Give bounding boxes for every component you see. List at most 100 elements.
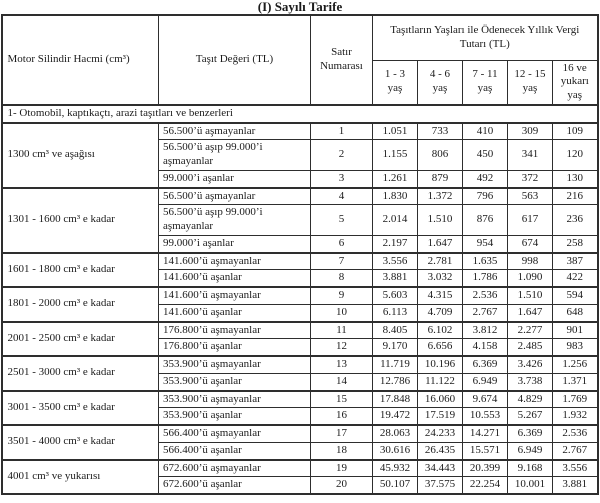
tax-amount-cell: 30.616 <box>371 441 418 461</box>
tax-amount-cell: 236 <box>551 204 599 236</box>
engine-capacity-cell: 2001 - 2500 cm³ e kadar <box>1 320 159 357</box>
row-number-cell: 10 <box>309 303 373 323</box>
vehicle-value-cell: 141.600’ü aşanlar <box>157 269 311 288</box>
vehicle-value-cell: 56.500’ü aşıp 99.000’i aşmayanlar <box>157 204 311 236</box>
tax-amount-cell: 733 <box>416 121 463 141</box>
tax-amount-cell: 796 <box>461 186 508 206</box>
tax-amount-cell: 674 <box>506 234 553 254</box>
tax-amount-cell: 2.485 <box>506 338 553 357</box>
row-number-cell: 6 <box>309 234 373 254</box>
table-row: 1601 - 1800 cm³ e kadar 141.600’ü aşmayan… <box>1 251 599 288</box>
tax-amount-cell: 9.168 <box>506 458 553 478</box>
row-number-cell: 11 <box>309 320 373 340</box>
vehicle-value-cell: 672.600’ü aşmayanlar <box>157 458 311 478</box>
table-body: 1- Otomobil, kaptıkaçtı, arazi taşıtları… <box>1 103 599 495</box>
header-vehicle-value: Taşıt Değeri (TL) <box>157 14 311 106</box>
row-number-cell: 8 <box>309 269 373 288</box>
vehicle-value-cell: 176.800’ü aşanlar <box>157 338 311 357</box>
vehicle-value-cell: 566.400’ü aşmayanlar <box>157 423 311 443</box>
engine-capacity-cell: 1601 - 1800 cm³ e kadar <box>1 251 159 288</box>
tax-amount-cell: 15.571 <box>461 441 508 461</box>
tax-amount-cell: 954 <box>461 234 508 254</box>
row-number-cell: 5 <box>309 204 373 236</box>
tax-amount-cell: 12.786 <box>371 372 418 392</box>
table-row: 56.500’ü aşıp 99.000’i aşmayanlar 5 2.014 1… <box>2 204 599 236</box>
tax-amount-cell: 2.767 <box>461 303 508 323</box>
tax-amount-cell: 10.001 <box>506 476 553 495</box>
tax-amount-cell: 2.536 <box>461 285 508 305</box>
tax-amount-cell: 4.709 <box>416 303 463 323</box>
tax-amount-cell: 258 <box>551 234 599 254</box>
vehicle-value-cell: 141.600’ü aşmayanlar <box>157 251 311 271</box>
engine-capacity-cell: 3001 - 3500 cm³ e kadar <box>1 389 159 426</box>
tax-amount-cell: 876 <box>461 204 508 236</box>
vehicle-value-cell: 353.900’ü aşmayanlar <box>157 389 311 409</box>
tax-amount-cell: 6.656 <box>416 338 463 357</box>
vehicle-value-cell: 99.000’i aşanlar <box>157 169 311 189</box>
row-number-cell: 9 <box>309 285 373 305</box>
tax-amount-cell: 45.932 <box>371 458 418 478</box>
tax-amount-cell: 10.553 <box>461 407 508 426</box>
tax-amount-cell: 1.090 <box>506 269 553 288</box>
tax-amount-cell: 387 <box>551 251 599 271</box>
header-tax-amount-group: Taşıtların Yaşları ile Ödenecek Yıllık V… <box>371 14 599 61</box>
tax-amount-cell: 17.519 <box>416 407 463 426</box>
table-row: 141.600’ü aşanlar 10 6.113 4.709 2.767 1.647 6… <box>2 303 599 323</box>
tax-amount-cell: 594 <box>551 285 599 305</box>
section-row: 1- Otomobil, kaptıkaçtı, arazi taşıtları… <box>1 103 599 124</box>
engine-capacity-cell: 3501 - 4000 cm³ e kadar <box>1 424 159 460</box>
row-number-cell: 2 <box>309 139 373 171</box>
tax-amount-cell: 563 <box>506 186 553 206</box>
vehicle-value-cell: 353.900’ü aşanlar <box>157 407 311 426</box>
tax-amount-cell: 3.556 <box>551 458 599 478</box>
tax-amount-cell: 28.063 <box>371 423 418 443</box>
row-number-cell: 18 <box>309 441 373 461</box>
tax-amount-cell: 879 <box>416 169 463 189</box>
table-row: 2001 - 2500 cm³ e kadar 176.800’ü aşmayan… <box>1 320 599 357</box>
engine-capacity-cell: 1801 - 2000 cm³ e kadar <box>1 286 159 322</box>
tax-amount-cell: 216 <box>551 186 599 206</box>
tax-amount-cell: 998 <box>506 251 553 271</box>
tax-amount-cell: 11.122 <box>416 372 463 392</box>
tax-amount-cell: 16.060 <box>416 389 463 409</box>
tax-amount-cell: 2.197 <box>371 234 418 254</box>
tax-amount-cell: 26.435 <box>416 441 463 461</box>
tax-amount-cell: 3.032 <box>416 269 463 288</box>
tax-amount-cell: 341 <box>506 139 553 171</box>
tax-amount-cell: 1.261 <box>371 169 418 189</box>
tax-amount-cell: 901 <box>551 320 599 340</box>
tax-amount-cell: 492 <box>461 169 508 189</box>
header-age-12-15: 12 - 15 yaş <box>506 59 553 106</box>
tax-amount-cell: 120 <box>551 139 599 171</box>
tax-amount-cell: 4.829 <box>506 389 553 409</box>
page-title: (I) Sayılı Tarife <box>257 0 343 14</box>
tax-amount-cell: 4.315 <box>416 285 463 305</box>
tax-amount-cell: 6.102 <box>416 320 463 340</box>
vehicle-value-cell: 672.600’ü aşanlar <box>157 476 311 495</box>
tax-amount-cell: 22.254 <box>461 476 508 495</box>
tax-amount-cell: 6.369 <box>506 423 553 443</box>
tax-amount-cell: 450 <box>461 139 508 171</box>
tax-amount-cell: 1.932 <box>551 407 599 426</box>
tax-amount-cell: 3.812 <box>461 320 508 340</box>
tax-amount-cell: 1.635 <box>461 251 508 271</box>
row-number-cell: 14 <box>309 372 373 392</box>
tax-amount-cell: 6.949 <box>461 372 508 392</box>
vehicle-value-cell: 353.900’ü aşmayanlar <box>157 354 311 374</box>
header-row-top: Motor Silindir Hacmi (cm³) Taşıt Değeri … <box>1 14 599 106</box>
header-age-16-plus: 16 ve yukarı yaş <box>551 59 599 106</box>
vehicle-value-cell: 56.500’ü aşmayanlar <box>157 121 311 141</box>
tax-amount-cell: 1.786 <box>461 269 508 288</box>
tax-amount-cell: 1.372 <box>416 186 463 206</box>
engine-capacity-cell: 2501 - 3000 cm³ e kadar <box>1 355 159 391</box>
row-number-cell: 7 <box>309 251 373 271</box>
row-number-cell: 16 <box>309 407 373 426</box>
table-header: Motor Silindir Hacmi (cm³) Taşıt Değeri … <box>1 14 599 106</box>
tax-amount-cell: 6.949 <box>506 441 553 461</box>
tax-amount-cell: 6.369 <box>461 354 508 374</box>
tax-amount-cell: 24.233 <box>416 423 463 443</box>
table-row: 1301 - 1600 cm³ e kadar 56.500’ü aşmayanl… <box>1 186 599 253</box>
header-row-ages: 1 - 3 yaş 4 - 6 yaş 7 - 11 yaş 12 - 15 y… <box>2 59 599 106</box>
tax-amount-cell: 11.719 <box>371 354 418 374</box>
table-row: 3001 - 3500 cm³ e kadar 353.900’ü aşmayan… <box>1 389 599 426</box>
